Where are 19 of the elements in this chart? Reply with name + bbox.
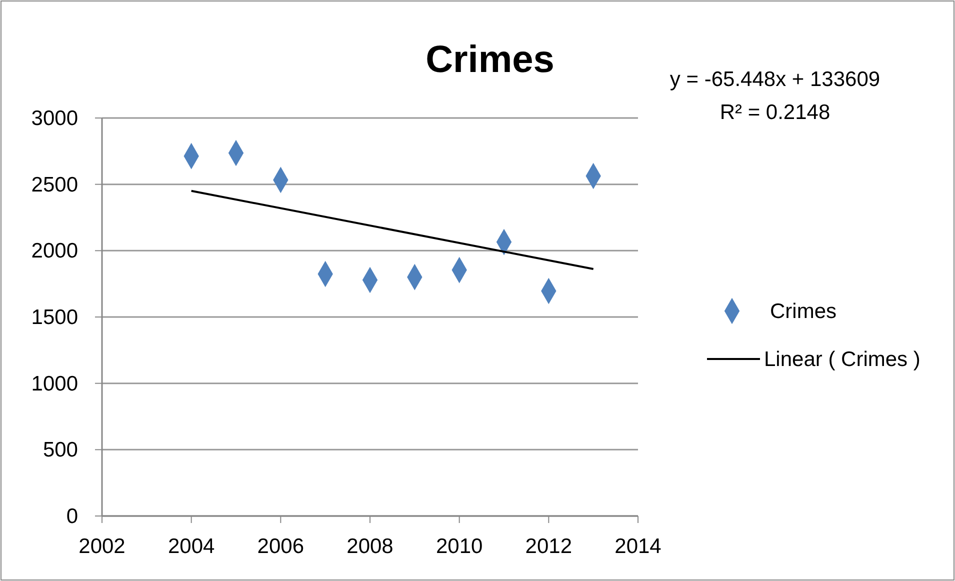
y-tick-label: 3000 [31,107,78,130]
x-tick-label: 2014 [614,535,662,558]
x-tick-label: 2002 [78,535,126,558]
x-tick-label: 2004 [168,535,216,558]
legend-label: Crimes [770,300,836,323]
text: R² = 0.2148 [720,101,830,124]
y-tick-label: 500 [42,438,78,462]
x-tick-label: 2012 [525,535,572,558]
y-tick-label: 1000 [31,372,78,396]
y-tick-label: 2000 [31,240,78,263]
legend-label: Linear ( Crimes ) [764,348,920,371]
y-tick-label: 2500 [31,173,78,196]
y-tick-label: 0 [66,505,78,528]
y-tick-label: 1500 [31,306,78,329]
x-tick-label: 2008 [346,535,394,558]
x-tick-label: 2006 [257,535,304,558]
x-tick-label: 2010 [436,535,483,558]
text: y = -65.448x + 133609 [670,68,880,91]
chart-title: Crimes [426,39,554,81]
